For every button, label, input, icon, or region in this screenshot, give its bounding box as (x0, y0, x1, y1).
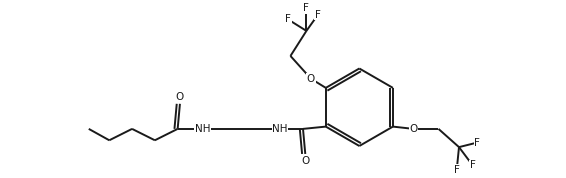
Text: F: F (285, 14, 291, 25)
Text: F: F (454, 165, 460, 175)
Text: O: O (176, 92, 184, 102)
Text: F: F (474, 138, 480, 148)
Text: F: F (303, 3, 310, 13)
Text: NH: NH (195, 124, 211, 134)
Text: NH: NH (272, 124, 288, 134)
Text: O: O (409, 124, 418, 134)
Text: O: O (301, 156, 310, 166)
Text: F: F (315, 10, 321, 20)
Text: O: O (307, 74, 315, 84)
Text: F: F (470, 160, 475, 170)
